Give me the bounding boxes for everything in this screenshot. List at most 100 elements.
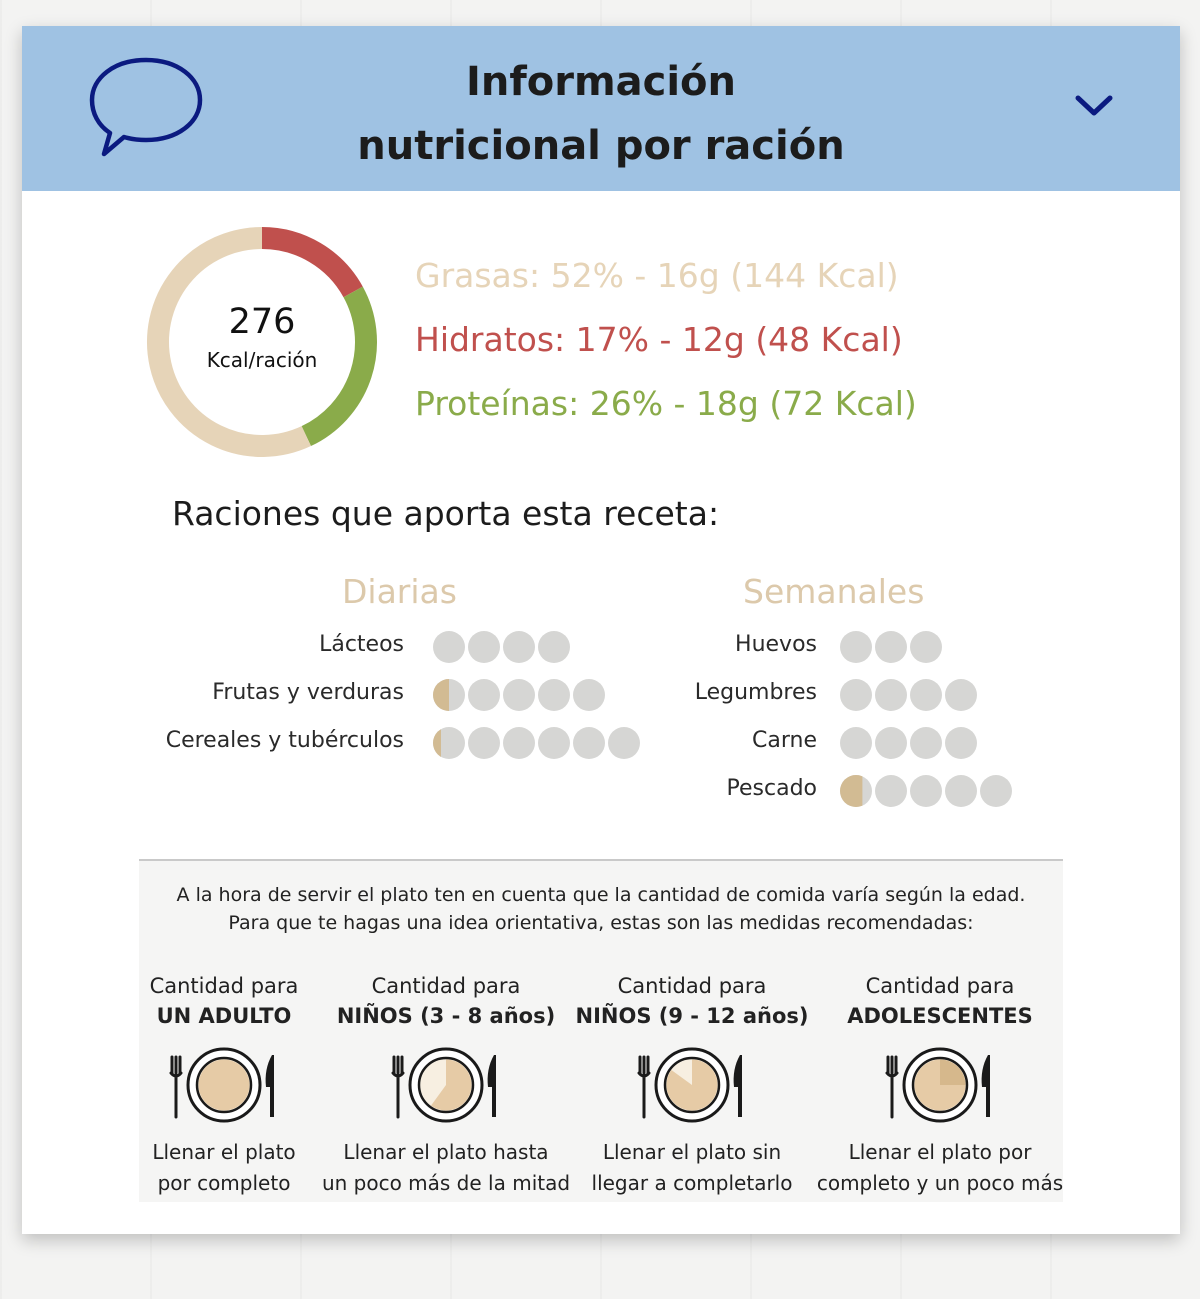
fork-icon (637, 1055, 651, 1119)
title-line-1: Información (465, 59, 737, 105)
racion-dot (503, 679, 535, 711)
racion-dot (840, 679, 872, 711)
quantity-caption: Llenar el plato hasta (343, 1140, 549, 1164)
plate-food (198, 1059, 250, 1111)
racion-dot (910, 727, 942, 759)
racion-dot (503, 631, 535, 663)
racion-dot (945, 679, 977, 711)
quantity-label: Cantidad para (617, 974, 767, 998)
knife-icon (733, 1055, 742, 1117)
donut-segment-proteinas (301, 286, 377, 447)
chevron-down-icon[interactable] (1074, 92, 1114, 120)
serving-info-line-1: A la hora de servir el plato ten en cuen… (176, 884, 1026, 906)
racion-label: Cereales y tubérculos (165, 728, 404, 753)
quantity-1: Cantidad para UN ADULTO Llenar el plato por… (99, 971, 349, 1199)
quantity-4: Cantidad para ADOLESCENTES Llenar el plato… (815, 971, 1065, 1199)
kcal-unit: Kcal/ración (206, 348, 318, 372)
racion-label: Huevos (735, 632, 817, 657)
racion-dot (945, 775, 977, 807)
racion-dot (840, 631, 872, 663)
racion-dot (875, 631, 907, 663)
macro-grasas: Grasas: 52% - 16g (144 Kcal) (415, 256, 899, 295)
racion-dot (608, 727, 640, 759)
quantity-caption: completo y un poco más (816, 1171, 1064, 1195)
racion-label: Carne (752, 728, 817, 753)
racion-label: Lácteos (319, 632, 404, 657)
quantity-caption: un poco más de la mitad (321, 1171, 571, 1195)
page-title: Información nutricional por ración (22, 50, 1180, 178)
fork-icon (885, 1055, 899, 1119)
racion-dot (910, 775, 942, 807)
racion-label: Pescado (726, 776, 817, 801)
racion-dot (468, 727, 500, 759)
racion-dot (573, 679, 605, 711)
racion-dots-diarias (433, 679, 605, 711)
macro-hidratos: Hidratos: 17% - 12g (48 Kcal) (415, 320, 903, 359)
title-line-2: nutricional por ración (357, 123, 845, 169)
racion-dot (573, 727, 605, 759)
racion-dot (538, 727, 570, 759)
racion-dot (910, 631, 942, 663)
plate-food (666, 1059, 718, 1111)
raciones-title: Raciones que aporta esta receta: (172, 494, 720, 533)
racion-dots-semanales (840, 631, 942, 663)
quantity-caption: Llenar el plato por (848, 1140, 1032, 1164)
racion-dot (945, 727, 977, 759)
racion-label: Frutas y verduras (212, 680, 404, 705)
racion-dot-fill (433, 679, 449, 711)
racion-dot (503, 727, 535, 759)
racion-label: Legumbres (694, 680, 817, 705)
fork-icon (391, 1055, 405, 1119)
racion-dots-semanales (840, 679, 977, 711)
quantity-caption: llegar a completarlo (591, 1171, 793, 1195)
quantity-target: ADOLESCENTES (847, 1004, 1033, 1028)
plate-cutlery-icon (169, 1047, 274, 1123)
quantity-2: Cantidad para NIÑOS (3 - 8 años) Llenar el… (321, 971, 571, 1199)
energy-donut-chart (147, 227, 377, 457)
racion-dots-diarias (433, 727, 640, 759)
knife-icon (981, 1055, 990, 1117)
racion-dot (875, 727, 907, 759)
quantity-caption: Llenar el plato (152, 1140, 296, 1164)
donut-segment-hidratos (261, 227, 363, 298)
nutrition-card: Información nutricional por ración 276 K… (22, 26, 1180, 1234)
racion-dot (910, 679, 942, 711)
racion-dots-diarias (433, 631, 570, 663)
knife-icon (265, 1055, 274, 1117)
quantity-label: Cantidad para (371, 974, 521, 998)
plate-food (431, 1059, 472, 1111)
plate-cutlery-icon (391, 1047, 496, 1123)
fork-icon (169, 1055, 183, 1119)
knife-icon (487, 1055, 496, 1117)
plate-food-extra (940, 1059, 966, 1085)
plate-cutlery-icon (637, 1047, 742, 1123)
speech-bubble-icon (89, 57, 203, 157)
racion-dots-semanales (840, 775, 1012, 807)
quantity-label: Cantidad para (865, 974, 1015, 998)
racion-dot-fill (433, 727, 441, 759)
quantity-target: UN ADULTO (156, 1004, 292, 1028)
racion-dot (875, 679, 907, 711)
racion-dot (980, 775, 1012, 807)
quantity-target: NIÑOS (9 - 12 años) (575, 1004, 809, 1028)
racion-dot (468, 631, 500, 663)
quantity-caption: Llenar el plato sin (602, 1140, 782, 1164)
quantity-3: Cantidad para NIÑOS (9 - 12 años) Llenar e… (567, 971, 817, 1199)
racion-dot-fill (840, 775, 863, 807)
racion-dot (468, 679, 500, 711)
kcal-value: 276 (228, 302, 296, 342)
racion-dot (538, 679, 570, 711)
racion-dot (840, 727, 872, 759)
nutrition-header[interactable]: Información nutricional por ración (22, 26, 1180, 191)
racion-dot (875, 775, 907, 807)
serving-info-line-2: Para que te hagas una idea orientativa, … (228, 912, 974, 934)
diarias-heading: Diarias (342, 572, 457, 611)
serving-info-panel: A la hora de servir el plato ten en cuen… (139, 859, 1063, 1202)
semanales-heading: Semanales (743, 572, 925, 611)
plate-cutlery-icon (885, 1047, 990, 1123)
serving-info-text: A la hora de servir el plato ten en cuen… (139, 881, 1063, 937)
racion-dot (538, 631, 570, 663)
racion-dot (433, 631, 465, 663)
racion-dots-semanales (840, 727, 977, 759)
donut-segment-grasas (147, 227, 311, 457)
